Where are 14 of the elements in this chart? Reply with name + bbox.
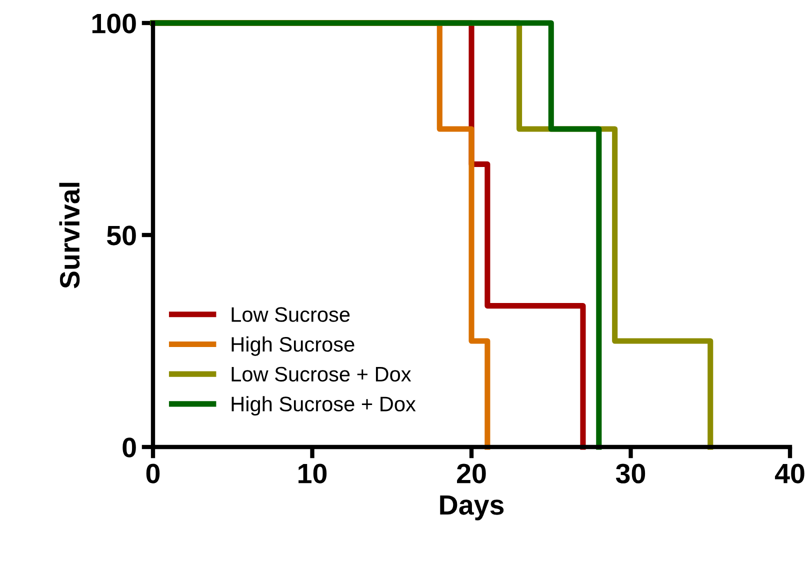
y-tick-label: 0 [122, 438, 136, 458]
y-axis-title: Survival [59, 182, 80, 288]
legend-label: Low Sucrose [232, 307, 350, 322]
x-tick-label: 20 [457, 464, 486, 484]
x-tick-label: 40 [774, 464, 804, 484]
x-tick-label: 30 [616, 464, 646, 484]
x-tick-label: 0 [146, 464, 160, 484]
x-tick-label: 10 [298, 464, 327, 484]
legend-label: High Sucrose + Dox [232, 396, 416, 416]
y-tick-label: 50 [106, 226, 136, 246]
y-tick-label: 100 [92, 14, 136, 34]
legend-label: Low Sucrose + Dox [232, 366, 412, 382]
x-axis-title: Days [440, 495, 504, 520]
legend-label: High Sucrose [232, 336, 354, 356]
